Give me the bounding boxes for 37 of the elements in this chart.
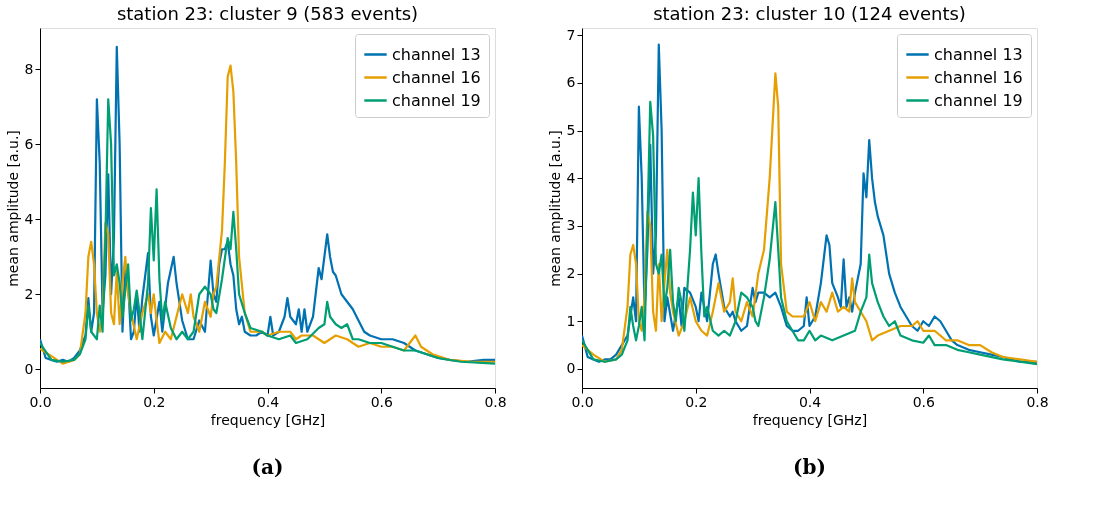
x-tick-label: 0.4 [256, 393, 280, 410]
legend-label: channel 13 [392, 44, 481, 64]
x-axis-title: frequency [GHz] [752, 411, 868, 428]
x-tick-label: 0.2 [143, 393, 166, 410]
legend-label: channel 16 [392, 67, 481, 87]
y-tick-label: 2 [566, 265, 576, 282]
y-tick-label: 5 [566, 122, 576, 139]
y-tick-label: 6 [24, 135, 34, 152]
y-tick-label: 1 [566, 312, 576, 329]
y-tick-label: 4 [566, 169, 576, 186]
y-tick-label: 3 [566, 217, 576, 234]
text: (b) [793, 455, 826, 479]
x-tick-label: 0.0 [29, 393, 52, 410]
x-tick-label: 0.4 [798, 393, 822, 410]
y-tick-label: 8 [24, 60, 34, 77]
x-tick-label: 0.8 [484, 393, 507, 410]
legend-label: channel 16 [934, 67, 1023, 87]
y-axis-title: mean amplitude [a.u.] [4, 130, 21, 287]
text: (a) [251, 455, 284, 479]
x-tick-label: 0.8 [1026, 393, 1049, 410]
x-tick-label: 0.2 [685, 393, 708, 410]
legend-label: channel 13 [934, 44, 1023, 64]
x-tick-label: 0.0 [571, 393, 594, 410]
y-tick-label: 0 [24, 360, 34, 377]
y-axis-title: mean amplitude [a.u.] [546, 130, 563, 287]
y-tick-label: 0 [566, 360, 576, 377]
y-tick-label: 6 [566, 74, 576, 91]
y-tick-label: 2 [24, 285, 34, 302]
chart-title: station 23: cluster 10 (124 events) [653, 3, 966, 24]
legend-label: channel 19 [392, 90, 481, 110]
x-tick-label: 0.6 [370, 393, 393, 410]
legend-label: channel 19 [934, 90, 1023, 110]
y-tick-label: 4 [24, 210, 34, 227]
x-axis-title: frequency [GHz] [210, 411, 326, 428]
chart-title: station 23: cluster 9 (583 events) [116, 3, 419, 24]
x-tick-label: 0.6 [912, 393, 935, 410]
y-tick-label: 7 [566, 26, 576, 43]
